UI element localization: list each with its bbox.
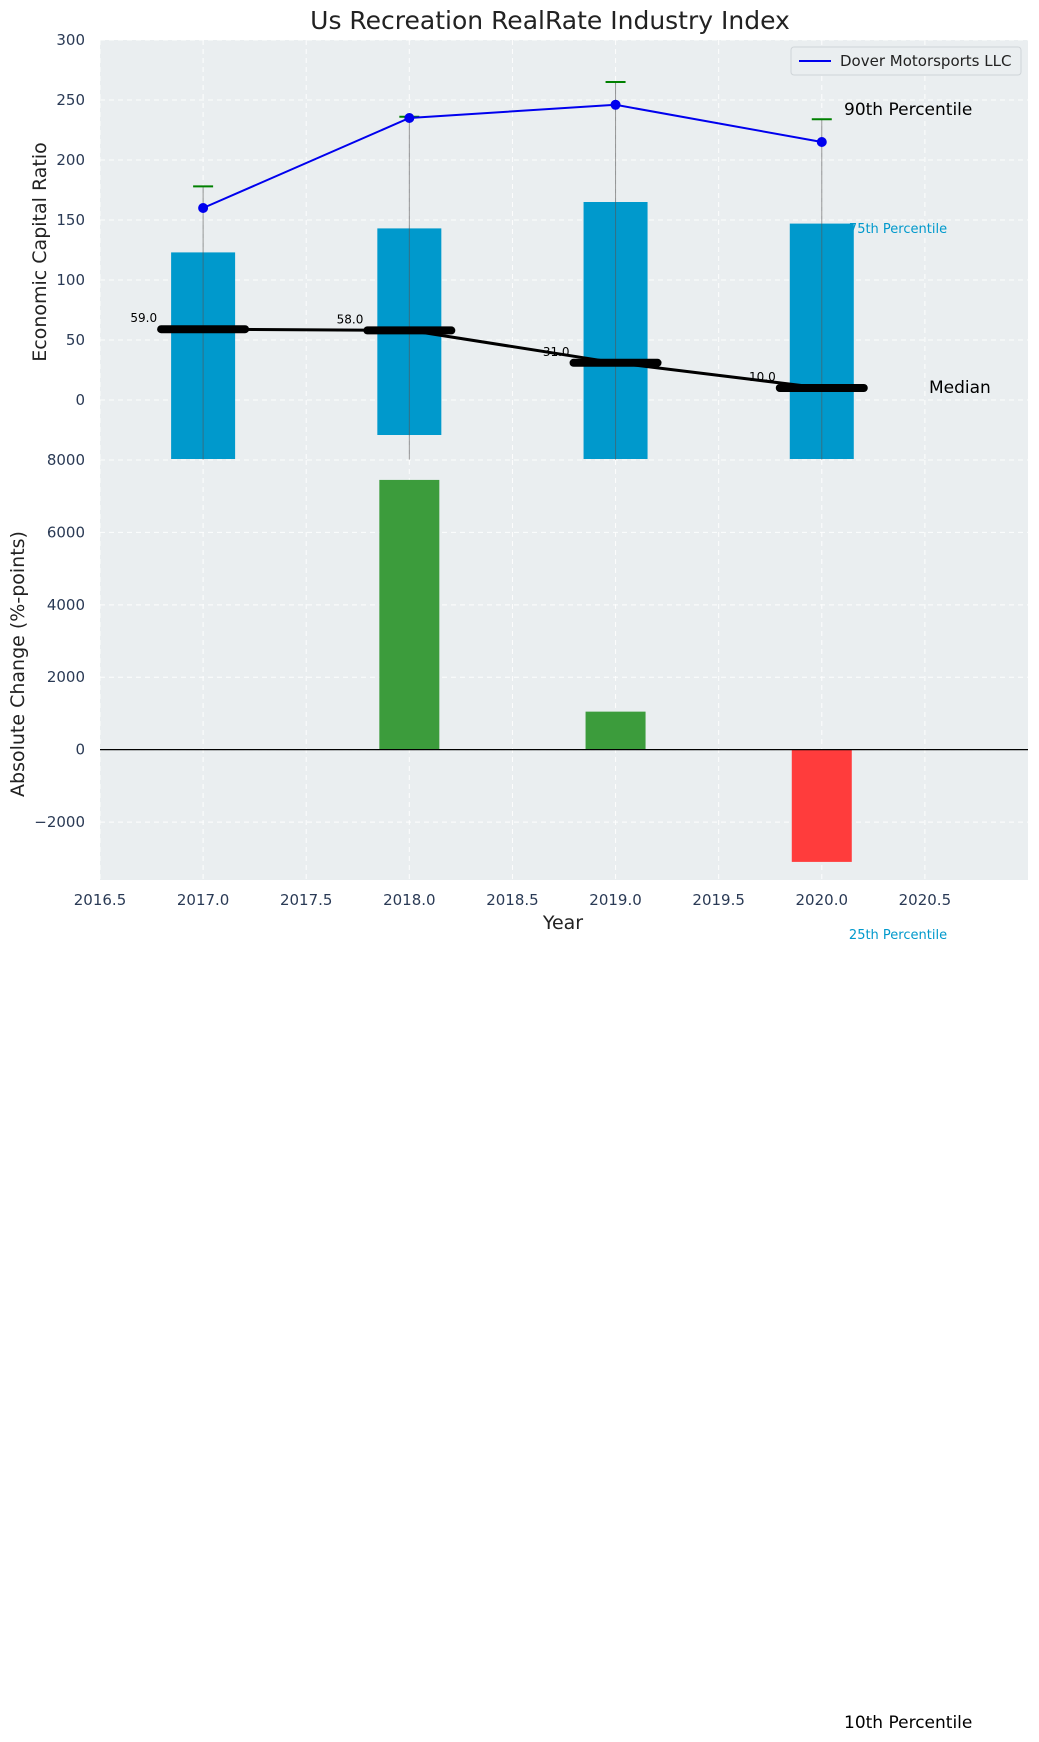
x-tick-label: 2020.0 (796, 891, 849, 909)
bottom-y-axis-label: Absolute Change (%-points) (7, 531, 29, 797)
top-y-tick-label: 150 (56, 211, 85, 229)
change-bar (791, 749, 852, 862)
x-ticks: 2016.5 2017.0 2017.5 2018.0 2018.5 2019.0 2019… (74, 891, 951, 909)
x-tick-label: 2018.0 (383, 891, 436, 909)
annotation-10th: 10th Percentile (844, 1713, 972, 1733)
bottom-y-ticks: −2000 0 2000 4000 6000 8000 (34, 451, 85, 831)
top-y-tick-label: 250 (56, 91, 85, 109)
top-y-tick-label: 100 (56, 271, 85, 289)
company-point (610, 99, 621, 110)
x-tick-label: 2019.5 (692, 891, 745, 909)
bottom-plot-background (100, 460, 1028, 880)
median-value-label: 58.0 (337, 312, 364, 326)
median-value-label: 10.0 (749, 370, 776, 384)
annotation-25th: 25th Percentile (849, 928, 947, 943)
capital-ratio-panel: 0 50 100 150 200 250 300 59.0 58.0 31.0 10.0 Econ… (29, 31, 1028, 460)
company-point (816, 137, 827, 147)
change-bar (585, 711, 646, 750)
legend: Dover Motorsports LLC (790, 46, 1022, 76)
legend-box (790, 46, 1022, 76)
x-tick-label: 2018.5 (486, 891, 539, 909)
x-tick-label: 2017.5 (280, 891, 333, 909)
median-value-label: 59.0 (130, 311, 157, 325)
x-tick-label: 2019.0 (589, 891, 642, 909)
change-bar (379, 479, 440, 750)
median-value-label: 31.0 (543, 345, 570, 359)
annotation-90th: 90th Percentile (844, 100, 972, 120)
median-line (203, 327, 822, 390)
x-axis-label: Year (542, 912, 583, 934)
company-line (202, 103, 822, 209)
top-y-ticks: 0 50 100 150 200 250 300 (56, 31, 85, 409)
company-point (198, 203, 209, 213)
top-plot-background (100, 40, 1028, 460)
legend-entry: Dover Motorsports LLC (840, 52, 1011, 70)
change-bars (100, 479, 1028, 862)
annotation-75th: 75th Percentile (849, 222, 947, 237)
bottom-y-tick-label: 6000 (47, 523, 85, 541)
median-series: 59.0 58.0 31.0 10.0 (130, 311, 868, 392)
bottom-y-tick-label: 4000 (47, 596, 85, 614)
x-tick-label: 2017.0 (177, 891, 230, 909)
top-y-tick-label: 300 (56, 31, 85, 49)
x-tick-label: 2020.5 (899, 891, 952, 909)
chart-title: Us Recreation RealRate Industry Index (310, 6, 790, 35)
top-y-axis-label: Economic Capital Ratio (29, 142, 51, 361)
x-tick-label: 2016.5 (74, 891, 127, 909)
top-y-tick-label: 200 (56, 151, 85, 169)
bottom-y-tick-label: −2000 (34, 813, 85, 831)
top-y-tick-label: 0 (75, 391, 85, 409)
company-point (404, 113, 415, 123)
bottom-y-tick-label: 0 (75, 741, 85, 759)
bottom-y-tick-label: 8000 (47, 451, 85, 469)
percentile-whiskers (193, 81, 832, 460)
company-series (198, 99, 827, 213)
annotation-median: Median (929, 378, 991, 398)
bottom-y-tick-label: 2000 (47, 668, 85, 686)
top-y-tick-label: 50 (66, 331, 85, 349)
absolute-change-panel: −2000 0 2000 4000 6000 8000 2016.5 2017.0 2017.… (7, 451, 1028, 934)
